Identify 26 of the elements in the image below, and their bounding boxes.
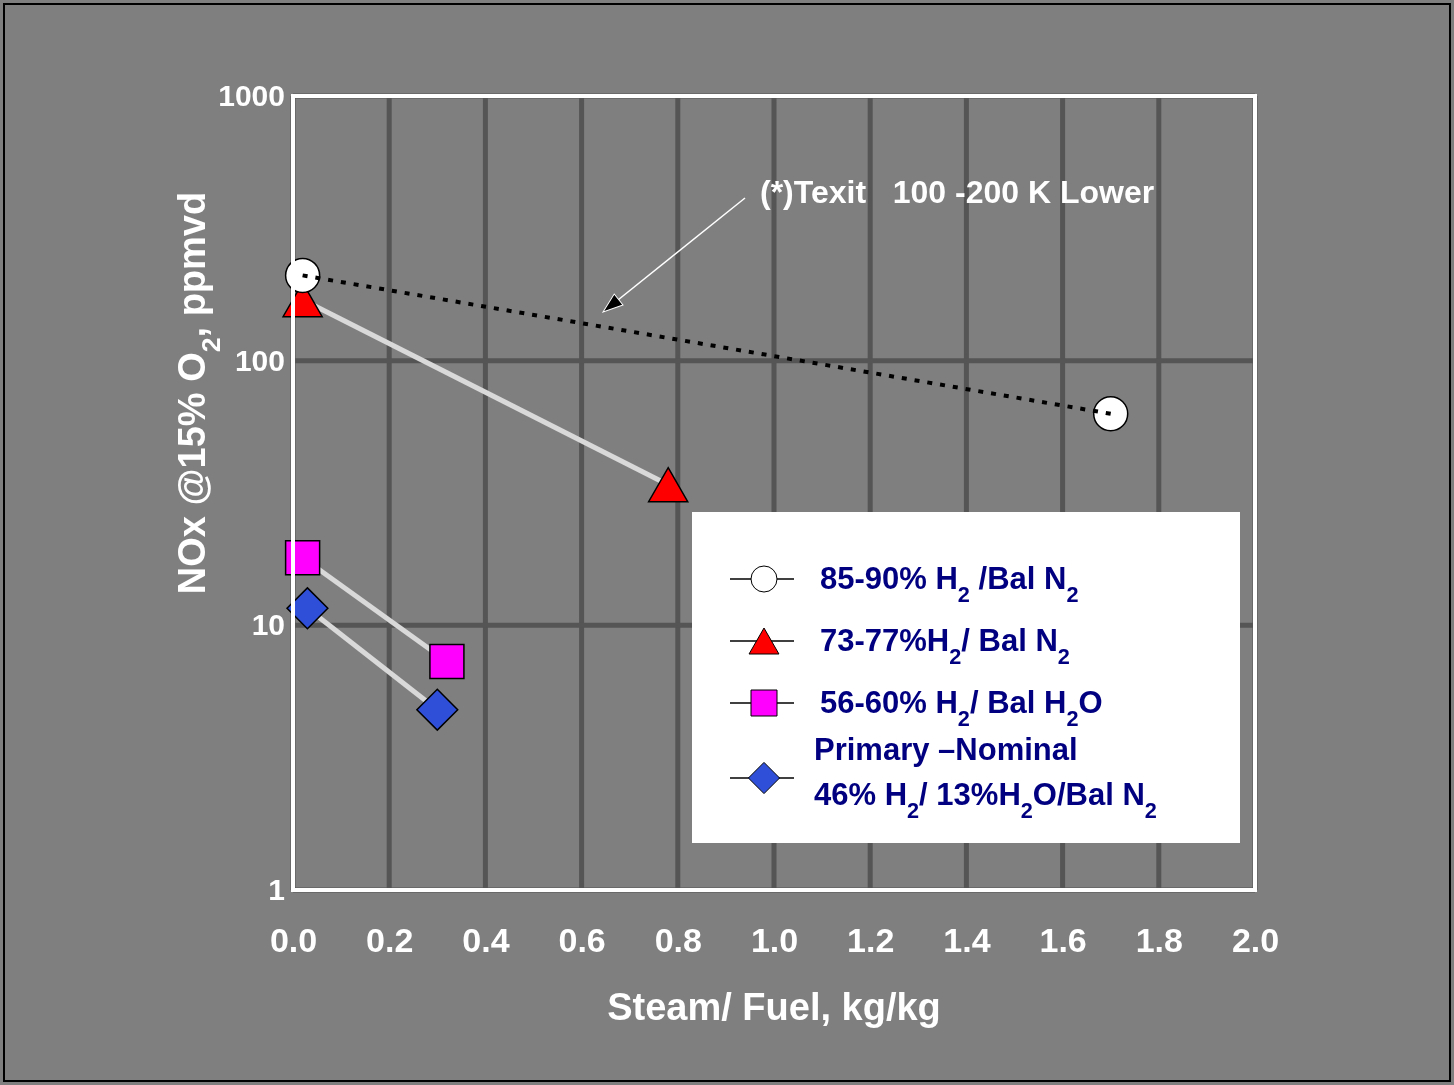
point: [647, 466, 689, 503]
point: [286, 587, 329, 630]
legend-label: Primary –Nominal 46% H$_{2}$/ 13%H$_{2}$O/Bal N$_{2}$: [814, 732, 1157, 823]
x-tick-label: 0.0: [269, 921, 318, 960]
y-tick-label: 100: [234, 343, 285, 377]
x-tick-label: 0.2: [366, 921, 414, 960]
legend-label: 73-77%H$_{2}$/ Bal N$_{2}$: [820, 623, 1070, 669]
x-tick-label: 0.8: [654, 921, 702, 960]
x-tick-label: 0.6: [558, 921, 606, 960]
legend-label: 85-90% H$_{2}$ /Bal N$_{2}$: [820, 561, 1079, 607]
x-tick-label: 1.8: [1135, 921, 1183, 960]
point: [416, 688, 459, 731]
x-tick-label: 1.2: [847, 921, 895, 960]
x-tick-label: 1.4: [943, 921, 991, 960]
y-tick-label: 10: [251, 608, 285, 642]
y-tick-label: 1000: [218, 79, 285, 113]
x-tick-label: 0.4: [462, 921, 510, 960]
annotation: (*)Texit 100 -200 K Lower: [760, 174, 1155, 210]
x-axis-title: Steam/ Fuel, kg/kg: [607, 986, 941, 1028]
y-tick-label: 1: [268, 873, 285, 907]
point: [429, 643, 465, 680]
x-tick-label: 1.0: [750, 921, 799, 960]
x-tick-label: 1.6: [1039, 921, 1087, 960]
x-tick-label: 2.0: [1231, 921, 1280, 960]
legend-label: 56-60% H$_{2}$/ Bal H$_{2}$O: [820, 685, 1103, 731]
point: [1092, 396, 1129, 432]
